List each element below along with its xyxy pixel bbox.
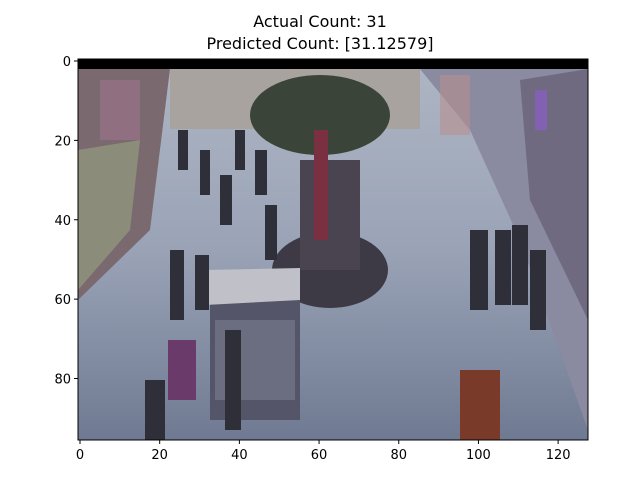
title-predicted-count: Predicted Count: [31.12579] bbox=[206, 34, 434, 53]
x-axis: 0 20 40 60 80 100 120 bbox=[76, 440, 571, 463]
x-tick-label: 120 bbox=[546, 448, 571, 463]
y-tick-label: 20 bbox=[54, 134, 71, 149]
y-tick-label: 80 bbox=[54, 373, 71, 388]
y-axis: 0 20 40 60 80 bbox=[54, 55, 78, 388]
x-tick-label: 40 bbox=[231, 448, 248, 463]
y-tick-label: 40 bbox=[54, 214, 71, 229]
y-tick-label: 0 bbox=[63, 55, 71, 70]
y-tick-label: 60 bbox=[54, 293, 71, 308]
title-actual-count: Actual Count: 31 bbox=[253, 12, 387, 31]
x-tick-label: 0 bbox=[76, 448, 84, 463]
x-tick-label: 20 bbox=[151, 448, 168, 463]
mall-surveillance-image bbox=[78, 59, 588, 440]
x-tick-label: 80 bbox=[390, 448, 407, 463]
x-tick-label: 100 bbox=[466, 448, 491, 463]
axes-frame bbox=[77, 58, 589, 441]
x-tick-label: 60 bbox=[311, 448, 328, 463]
